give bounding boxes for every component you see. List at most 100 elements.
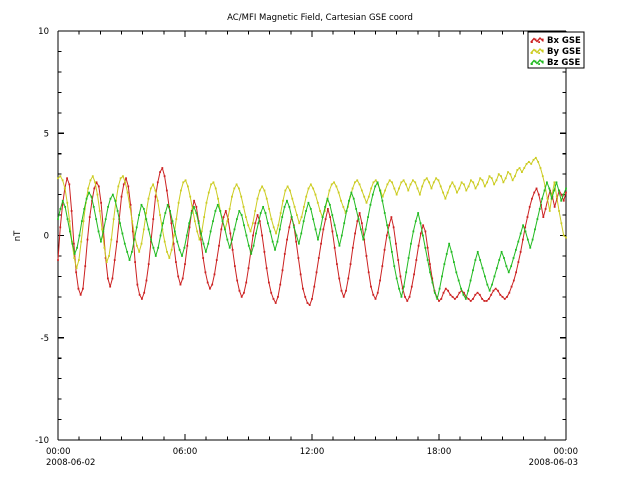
data-point-marker bbox=[321, 216, 324, 218]
x-tick-date-label: 2008-06-02 bbox=[46, 458, 95, 468]
data-point-marker bbox=[400, 295, 403, 298]
data-point-marker bbox=[507, 271, 510, 274]
data-point-marker bbox=[415, 259, 418, 261]
data-point-marker bbox=[117, 185, 120, 188]
data-point-marker bbox=[185, 234, 188, 237]
y-tick-label: 5 bbox=[44, 129, 49, 139]
data-point-marker bbox=[438, 287, 441, 290]
series-bz-gse[interactable] bbox=[57, 181, 567, 300]
data-point-marker bbox=[59, 208, 62, 210]
legend-item-bz-gse[interactable]: Bz GSE bbox=[530, 58, 580, 68]
data-point-marker bbox=[61, 199, 64, 202]
data-point-marker bbox=[250, 253, 253, 255]
data-point-marker bbox=[177, 275, 180, 278]
y-tick-label: 0 bbox=[44, 232, 49, 242]
data-point-marker bbox=[173, 230, 176, 233]
legend-item-by-gse[interactable]: By GSE bbox=[530, 47, 581, 57]
data-point-marker bbox=[200, 230, 203, 233]
data-point-marker bbox=[522, 224, 524, 227]
data-point-marker bbox=[172, 242, 175, 245]
data-point-marker bbox=[474, 259, 477, 261]
data-point-marker bbox=[61, 179, 64, 182]
data-point-marker bbox=[416, 187, 419, 190]
data-point-marker bbox=[503, 298, 506, 300]
data-point-marker bbox=[203, 216, 206, 218]
data-point-marker bbox=[145, 279, 148, 282]
data-point-marker bbox=[469, 300, 472, 302]
data-point-marker bbox=[251, 222, 254, 225]
data-point-marker bbox=[391, 250, 393, 253]
data-point-marker bbox=[365, 255, 368, 257]
data-point-marker bbox=[297, 257, 300, 259]
data-point-marker bbox=[509, 173, 512, 176]
data-point-marker bbox=[313, 285, 316, 288]
data-point-marker bbox=[399, 275, 402, 278]
data-point-marker bbox=[270, 218, 273, 221]
data-point-marker bbox=[297, 242, 300, 245]
data-point-marker bbox=[448, 242, 451, 245]
data-point-marker bbox=[426, 259, 429, 261]
data-point-marker bbox=[302, 287, 304, 290]
data-point-marker bbox=[282, 199, 284, 202]
data-point-marker bbox=[224, 210, 227, 212]
data-series-group[interactable] bbox=[57, 156, 567, 306]
data-point-marker bbox=[199, 238, 202, 241]
data-point-marker bbox=[354, 181, 356, 184]
data-point-marker bbox=[391, 181, 393, 184]
data-point-marker bbox=[293, 226, 296, 229]
data-point-marker bbox=[150, 238, 152, 241]
data-point-marker bbox=[370, 187, 373, 190]
data-point-marker bbox=[235, 218, 238, 221]
data-point-marker bbox=[105, 261, 108, 263]
data-point-marker bbox=[424, 230, 427, 233]
data-point-marker bbox=[171, 220, 174, 223]
data-point-marker bbox=[504, 177, 507, 180]
data-point-marker bbox=[526, 216, 529, 218]
data-point-marker bbox=[90, 195, 93, 198]
data-point-marker bbox=[333, 224, 336, 227]
data-point-marker bbox=[340, 199, 342, 202]
data-point-marker bbox=[414, 220, 417, 223]
data-point-marker bbox=[493, 183, 495, 186]
data-point-marker bbox=[149, 187, 152, 190]
legend-marker bbox=[534, 38, 537, 41]
data-point-marker bbox=[390, 216, 393, 218]
data-point-marker bbox=[422, 224, 425, 227]
data-point-marker bbox=[142, 228, 145, 231]
data-point-marker bbox=[140, 203, 143, 206]
data-point-marker bbox=[474, 187, 477, 190]
y-tick-label: -5 bbox=[41, 334, 49, 344]
data-point-marker bbox=[131, 250, 133, 253]
data-point-marker bbox=[449, 293, 452, 296]
data-point-marker bbox=[70, 210, 73, 212]
data-point-marker bbox=[154, 195, 157, 198]
data-point-marker bbox=[555, 195, 558, 198]
data-point-marker bbox=[198, 238, 201, 241]
data-point-marker bbox=[529, 246, 532, 249]
x-tick-label: 00:00 bbox=[46, 447, 71, 457]
data-point-marker bbox=[449, 185, 451, 188]
data-point-marker bbox=[364, 228, 367, 231]
data-point-marker bbox=[152, 246, 155, 249]
data-point-marker bbox=[247, 244, 250, 247]
data-point-marker bbox=[180, 189, 182, 192]
data-point-marker bbox=[73, 257, 76, 259]
data-point-marker bbox=[187, 185, 189, 188]
data-point-marker bbox=[517, 240, 520, 243]
legend-item-bx-gse[interactable]: Bx GSE bbox=[530, 36, 581, 46]
data-point-marker bbox=[463, 183, 465, 186]
data-point-marker bbox=[442, 291, 445, 294]
data-point-marker bbox=[512, 279, 515, 282]
data-point-marker bbox=[486, 181, 489, 184]
data-point-marker bbox=[443, 263, 446, 266]
data-point-marker bbox=[451, 181, 454, 184]
data-point-marker bbox=[84, 265, 87, 268]
data-point-marker bbox=[66, 201, 69, 204]
legend-marker bbox=[541, 38, 544, 41]
data-point-marker bbox=[319, 228, 322, 231]
data-point-marker bbox=[440, 298, 443, 300]
series-line bbox=[57, 157, 567, 269]
